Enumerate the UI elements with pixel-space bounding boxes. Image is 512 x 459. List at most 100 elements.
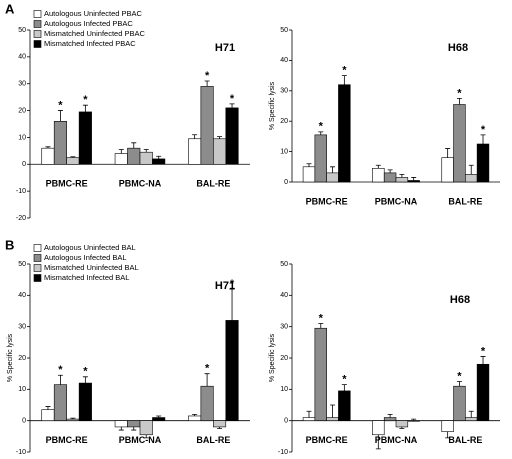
chart-title: H71	[215, 42, 235, 54]
error-bar	[118, 149, 124, 154]
legend-label: Autologous Uninfected PBAC	[44, 9, 143, 18]
bar	[476, 143, 490, 183]
chart-title: H68	[450, 294, 470, 306]
error-bar	[375, 434, 381, 450]
error-bar	[468, 164, 474, 175]
error-bar	[341, 384, 347, 391]
bar	[453, 104, 466, 183]
y-tick-label: 30	[280, 324, 288, 331]
bar	[66, 157, 80, 165]
bar	[326, 417, 339, 421]
legend-label: Mismatched Infected PBAC	[44, 39, 136, 48]
bar	[127, 420, 141, 428]
bar	[78, 382, 92, 421]
bar	[372, 420, 385, 436]
y-tick-label: -20	[16, 215, 26, 222]
panel-label: A	[5, 1, 15, 16]
error-bar	[399, 426, 405, 429]
y-tick-label: 20	[18, 107, 26, 114]
bar	[152, 417, 166, 421]
bar	[453, 385, 466, 421]
x-tick-label: BAL-RE	[448, 196, 482, 206]
error-bar	[131, 142, 137, 149]
x-tick-label: PBMC-NA	[375, 435, 418, 445]
legend-swatch	[33, 30, 42, 38]
y-tick-label: 40	[280, 292, 288, 299]
legend-label: Mismatched Uninfected PBAC	[44, 29, 145, 38]
bar	[53, 384, 67, 421]
error-bar	[143, 434, 149, 439]
bar	[78, 111, 92, 165]
y-tick-label: 30	[280, 88, 288, 95]
y-tick-label: 40	[18, 54, 26, 61]
bar	[338, 84, 351, 183]
error-bar	[318, 131, 324, 135]
bar	[441, 420, 454, 432]
bar	[41, 409, 55, 421]
bar	[127, 147, 141, 165]
legend-swatch	[33, 264, 42, 272]
x-tick-label: PBMC-RE	[306, 196, 348, 206]
error-bar	[192, 414, 198, 416]
bar	[383, 172, 397, 183]
x-tick-label: PBMC-NA	[375, 196, 418, 206]
bar	[53, 121, 67, 165]
error-bar	[45, 406, 51, 410]
bar	[114, 420, 128, 428]
error-bar	[57, 374, 63, 385]
y-axis-label: % Specific lysis	[269, 333, 276, 382]
bar	[225, 320, 239, 421]
y-tick-label: -10	[16, 449, 26, 456]
significance-marker: *	[457, 370, 462, 382]
significance-marker: *	[83, 94, 88, 106]
significance-marker: *	[342, 374, 347, 386]
y-tick-label: 0	[22, 161, 26, 168]
error-bar	[118, 426, 124, 431]
x-tick-label: BAL-RE	[448, 435, 482, 445]
error-bar	[131, 426, 137, 431]
x-tick-label: BAL-RE	[196, 435, 230, 445]
error-bar	[306, 410, 312, 418]
error-bar	[229, 288, 235, 321]
bar	[407, 180, 420, 183]
error-bar	[480, 134, 486, 144]
bar	[152, 158, 166, 165]
y-tick-label: 50	[18, 27, 26, 34]
y-tick-label: 40	[280, 57, 288, 64]
legend-swatch	[33, 254, 42, 262]
bar	[66, 418, 80, 421]
error-bar	[143, 149, 149, 153]
y-tick-label: 0	[22, 418, 26, 425]
error-bar	[341, 75, 347, 85]
error-bar	[330, 404, 336, 418]
y-tick-label: 20	[280, 355, 288, 362]
error-bar	[318, 323, 324, 329]
x-tick-label: PBMC-RE	[46, 435, 88, 445]
significance-marker: *	[58, 364, 63, 376]
legend-swatch	[33, 274, 42, 282]
significance-marker: *	[319, 312, 324, 324]
legend-label: Autologous Infected BAL	[44, 253, 127, 262]
error-bar	[480, 356, 486, 365]
error-bar	[217, 426, 223, 429]
bar	[326, 172, 339, 183]
y-tick-label: 30	[18, 81, 26, 88]
y-tick-label: -10	[278, 449, 288, 456]
error-bar	[387, 414, 393, 418]
error-bar	[229, 103, 235, 108]
error-bar	[411, 418, 417, 421]
x-tick-label: PBMC-NA	[119, 179, 162, 189]
y-tick-label: -10	[16, 188, 26, 195]
error-bar	[204, 373, 210, 387]
bar	[314, 134, 327, 183]
y-tick-label: 40	[18, 292, 26, 299]
bar	[213, 138, 227, 165]
y-axis-label: % Specific lysis	[269, 81, 276, 130]
y-tick-label: 0	[284, 418, 288, 425]
error-bar	[456, 381, 462, 387]
bar	[338, 390, 351, 421]
error-bar	[330, 166, 336, 173]
x-tick-label: BAL-RE	[196, 179, 230, 189]
bar	[314, 327, 327, 421]
